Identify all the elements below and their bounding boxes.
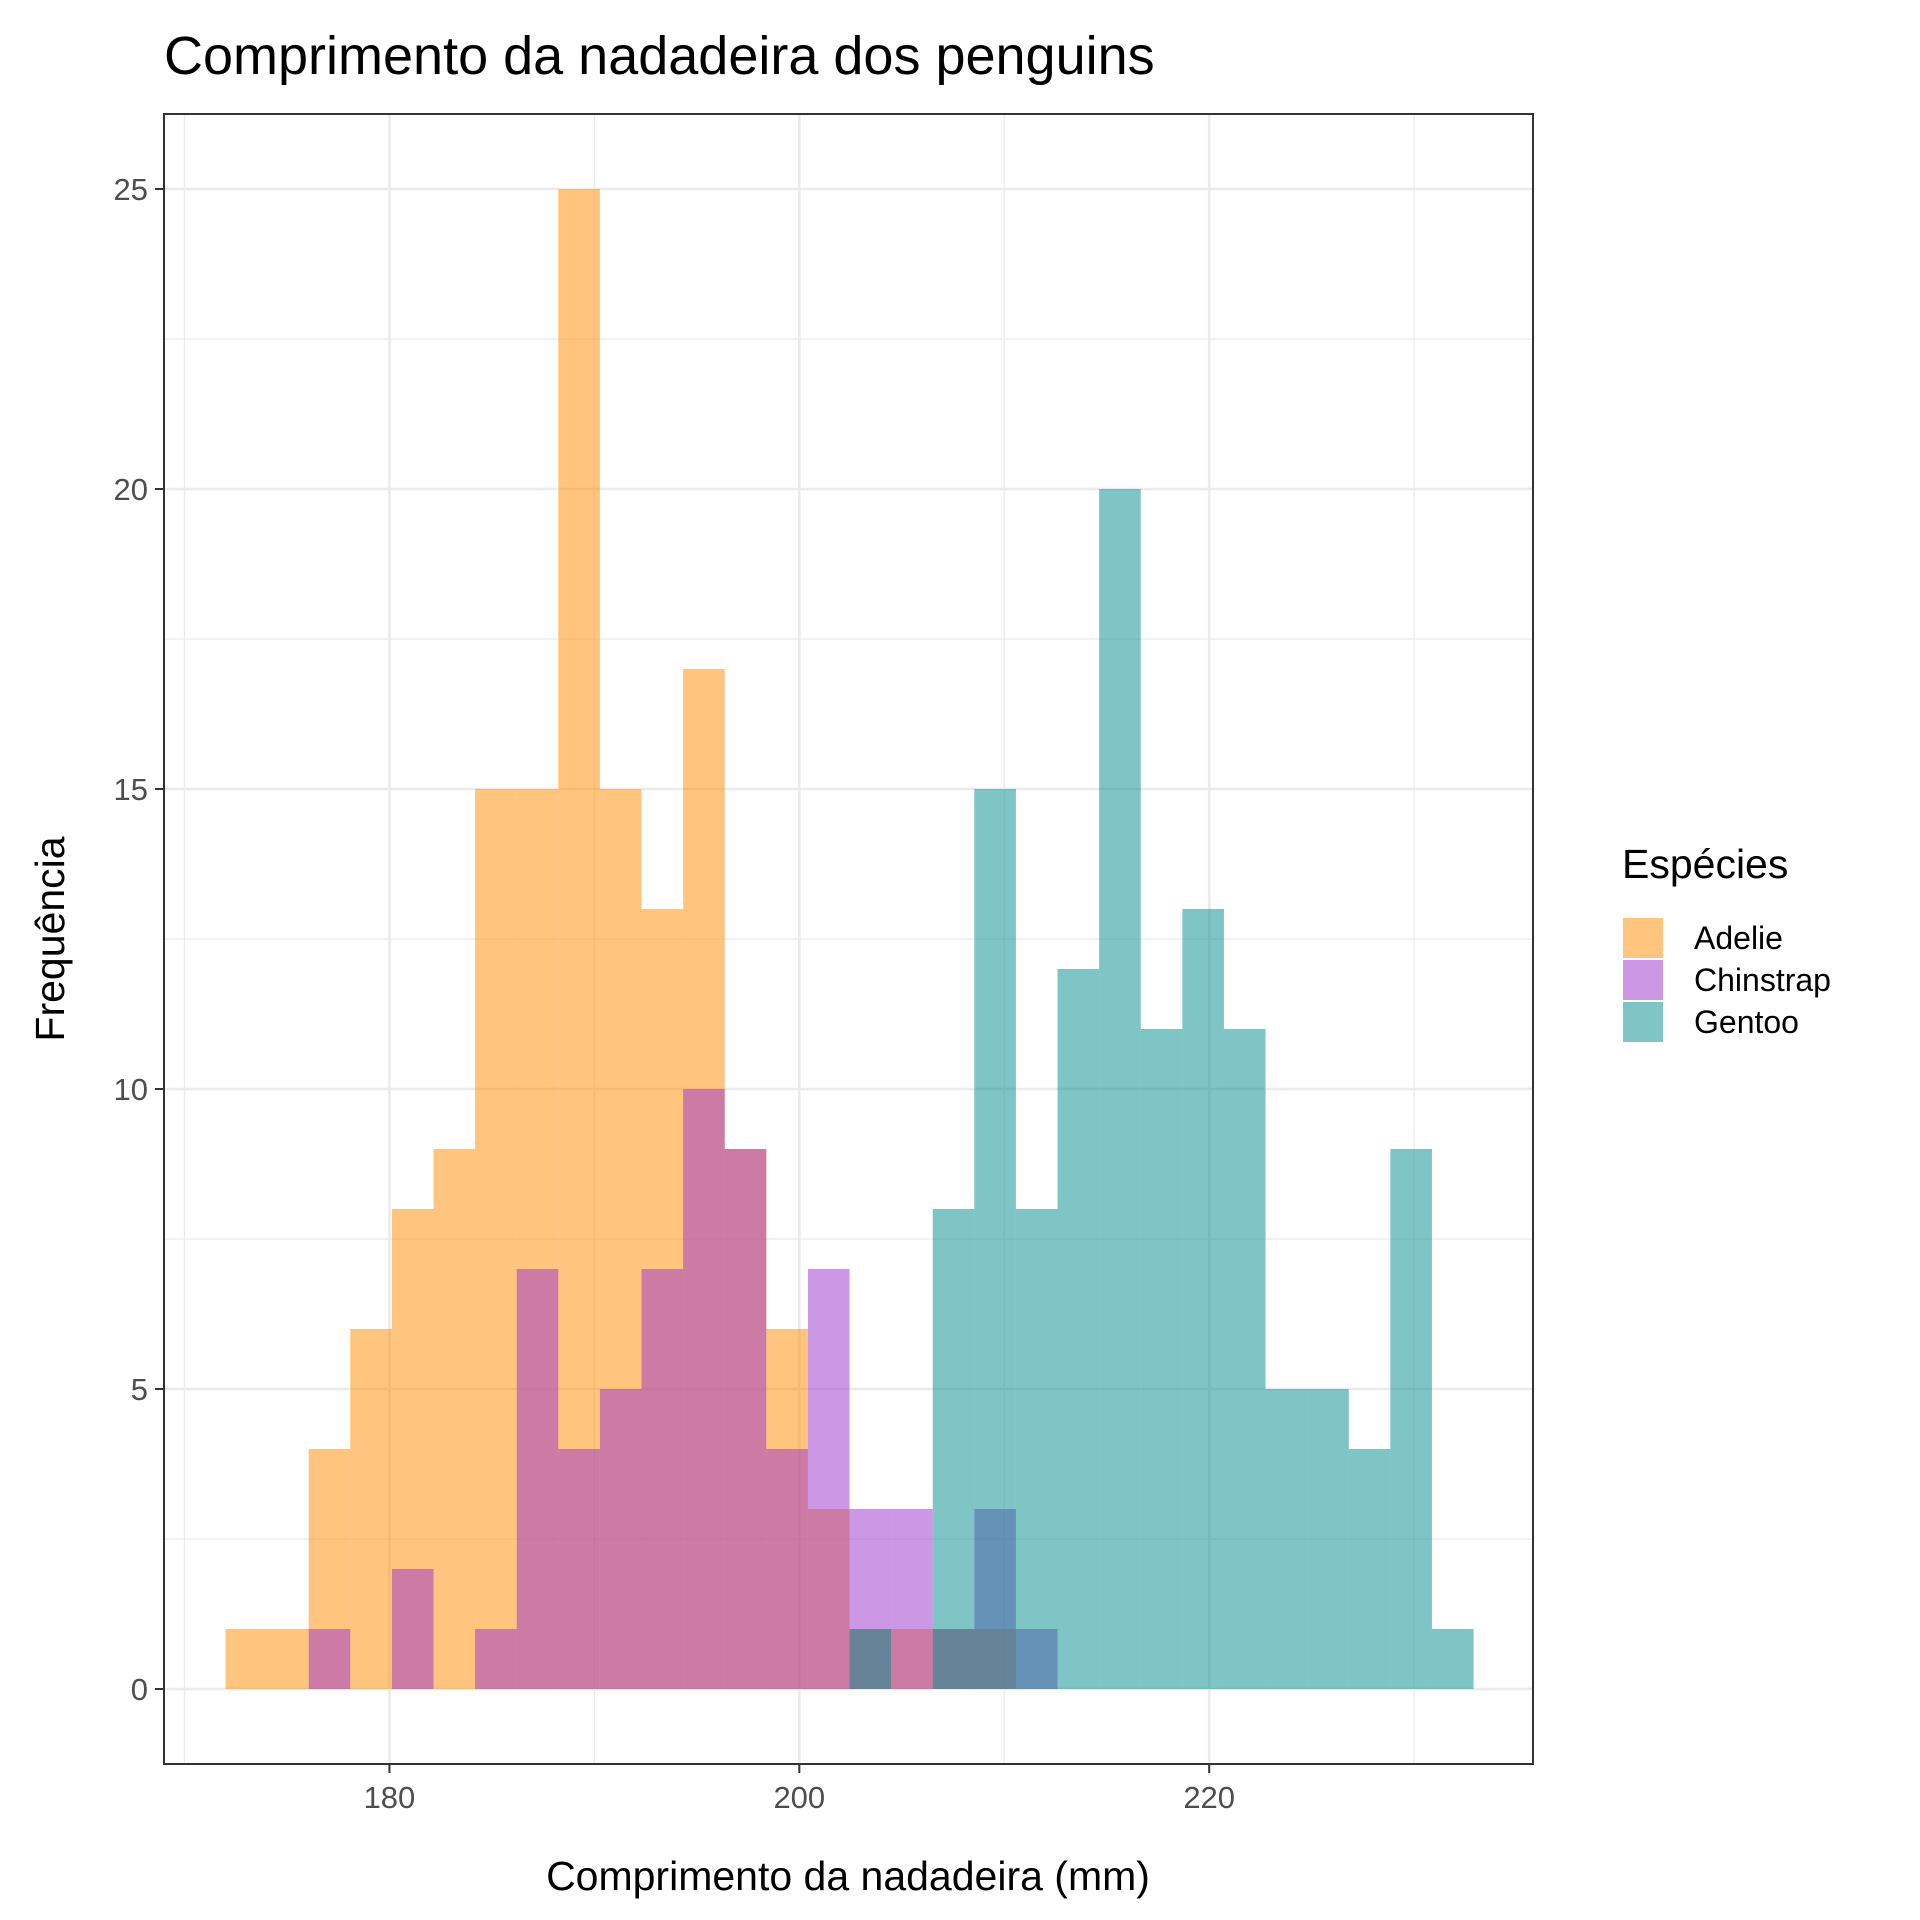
x-axis-title: Comprimento da nadadeira (mm) [546,1853,1150,1899]
y-tick-label: 5 [131,1372,148,1407]
bar-chinstrap [599,1389,642,1689]
legend-key-adelie [1623,918,1663,958]
bar-gentoo [1182,909,1224,1689]
bar-gentoo [1431,1629,1474,1689]
y-tick-label: 10 [114,1072,148,1107]
legend: Espécies Adelie Chinstrap Gentoo [1622,841,1831,1043]
bar-chinstrap [391,1569,434,1689]
bar-chinstrap [516,1269,559,1689]
legend-title: Espécies [1622,841,1788,887]
bar-adelie [267,1629,309,1689]
bar-gentoo [1348,1449,1391,1689]
bar-gentoo [974,789,1016,1689]
bar-gentoo [1099,489,1141,1689]
y-tick-label: 20 [114,472,148,507]
bar-adelie [558,189,600,1689]
bar-adelie [433,1149,476,1689]
bar-gentoo [1057,969,1100,1689]
bar-gentoo [1015,1209,1058,1689]
legend-label-gentoo: Gentoo [1694,1004,1799,1040]
bar-adelie [225,1629,268,1689]
bar-chinstrap [807,1269,850,1689]
bar-chinstrap [641,1269,684,1689]
bar-chinstrap [308,1629,351,1689]
bar-gentoo [1307,1389,1349,1689]
x-tick-label: 200 [773,1780,825,1815]
legend-label-chinstrap: Chinstrap [1694,962,1831,998]
bar-chinstrap [558,1449,600,1689]
bar-adelie [350,1329,392,1689]
x-tick-label: 220 [1183,1780,1235,1815]
x-axis: 180 200 220 [364,1764,1235,1815]
y-tick-label: 25 [114,172,148,207]
bar-chinstrap [683,1089,725,1689]
chart-title: Comprimento da nadadeira dos penguins [164,26,1155,86]
bar-adelie [475,789,517,1689]
panel-border [163,113,1534,1765]
bar-gentoo [932,1209,975,1689]
y-axis-title: Frequência [27,836,73,1041]
legend-key-chinstrap [1623,960,1663,1000]
bar-chinstrap [766,1449,808,1689]
bar-gentoo [1390,1149,1432,1689]
series-gentoo [849,489,1474,1689]
bar-gentoo [1140,1029,1183,1689]
bar-chinstrap [891,1509,933,1689]
y-tick-label: 15 [114,772,148,807]
legend-key-gentoo [1623,1002,1663,1042]
bars [225,189,1474,1689]
plot-panel [163,113,1534,1765]
bar-gentoo [1223,1029,1266,1689]
y-tick-label: 0 [131,1672,148,1707]
bar-gentoo [849,1629,892,1689]
y-axis: 0 5 10 15 20 25 [114,172,164,1707]
bar-chinstrap [475,1629,517,1689]
x-tick-label: 180 [364,1780,416,1815]
bar-gentoo [1265,1389,1308,1689]
legend-label-adelie: Adelie [1694,920,1783,956]
bar-chinstrap [724,1149,767,1689]
